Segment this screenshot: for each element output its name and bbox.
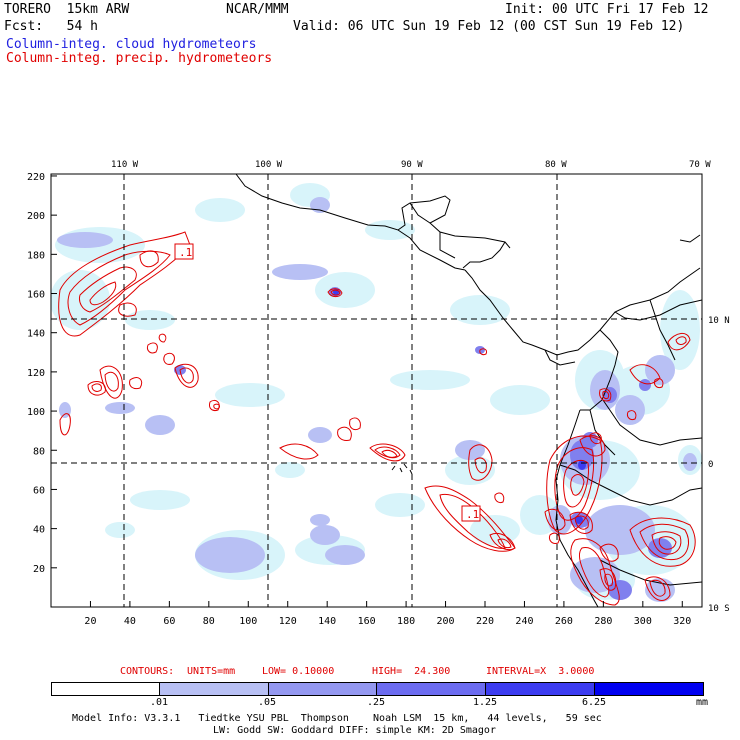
- physics-info: LW: Godd SW: Goddard DIFF: simple KM: 2D…: [213, 725, 496, 736]
- contours-interval: INTERVAL=X 3.0000: [486, 666, 595, 677]
- lon-label: 110 W: [111, 160, 139, 170]
- axis-ticks: [51, 175, 683, 607]
- precip-contours: [58, 231, 696, 606]
- legend-level: .05: [257, 697, 277, 708]
- x-tick-label: 60: [163, 616, 175, 627]
- y-tick-label: 200: [27, 211, 45, 222]
- legend-swatch: [486, 683, 596, 695]
- precip-field-title: Column-integ. precip. hydrometeors: [6, 51, 273, 66]
- latlon-grid: [51, 174, 702, 607]
- legend-level: 1.25: [472, 697, 498, 708]
- y-tick-label: 100: [27, 407, 45, 418]
- y-tick-label: 40: [33, 525, 45, 536]
- x-tick-label: 40: [124, 616, 136, 627]
- lat-label: 10 N: [708, 316, 730, 326]
- y-tick-label: 20: [33, 564, 45, 575]
- y-tick-label: 140: [27, 329, 45, 340]
- contour-label-1: .1: [174, 243, 194, 260]
- cloud-shading: [51, 183, 702, 602]
- contours-high: HIGH= 24.300: [372, 666, 451, 677]
- x-tick-label: 280: [594, 616, 612, 627]
- x-tick-label: 260: [555, 616, 573, 627]
- lon-label: 70 W: [689, 160, 711, 170]
- y-tick-label: 160: [27, 290, 45, 301]
- legend-swatch: [377, 683, 487, 695]
- lon-label: 100 W: [255, 160, 283, 170]
- x-tick-label: 20: [84, 616, 96, 627]
- lon-label: 80 W: [545, 160, 567, 170]
- lon-label: 90 W: [401, 160, 423, 170]
- forecast-hour-label: Fcst: 54 h: [4, 19, 98, 34]
- map-frame: [50, 173, 703, 608]
- cloud-field-title: Column-integ. cloud hydrometeors: [6, 37, 257, 52]
- lat-label: 0: [708, 460, 713, 470]
- legend-swatch: [159, 683, 269, 695]
- x-tick-label: 220: [476, 616, 494, 627]
- y-tick-label: 180: [27, 250, 45, 261]
- x-tick-label: 160: [358, 616, 376, 627]
- legend-level: .25: [366, 697, 386, 708]
- legend-swatch: [268, 683, 378, 695]
- legend-level: 6.25: [581, 697, 607, 708]
- contours-caption: CONTOURS:: [120, 666, 175, 677]
- contours-low: LOW= 0.10000: [262, 666, 335, 677]
- x-tick-label: 200: [437, 616, 455, 627]
- y-tick-label: 60: [33, 485, 45, 496]
- svg-text:.1: .1: [179, 246, 192, 259]
- contour-label-2: .1: [461, 505, 481, 522]
- center-label: NCAR/MMM: [226, 2, 289, 17]
- contours-units: UNITS=mm: [187, 666, 236, 677]
- x-tick-label: 80: [203, 616, 215, 627]
- y-tick-label: 120: [27, 368, 45, 379]
- legend-level: .01: [149, 697, 169, 708]
- valid-time-label: Valid: 06 UTC Sun 19 Feb 12 (00 CST Sun …: [293, 19, 685, 34]
- lat-label: 10 S: [708, 604, 730, 614]
- legend-swatch: [52, 683, 160, 695]
- svg-text:.1: .1: [466, 508, 479, 521]
- x-tick-label: 300: [634, 616, 652, 627]
- model-info: Model Info: V3.3.1 Tiedtke YSU PBL Thomp…: [72, 713, 602, 724]
- color-legend: [51, 682, 704, 696]
- y-tick-label: 80: [33, 446, 45, 457]
- x-tick-label: 100: [239, 616, 257, 627]
- x-tick-label: 120: [279, 616, 297, 627]
- x-tick-label: 180: [397, 616, 415, 627]
- init-label: Init: 00 UTC Fri 17 Feb 12: [505, 2, 709, 17]
- legend-units: mm: [695, 697, 709, 708]
- x-tick-label: 140: [318, 616, 336, 627]
- legend-swatch: [595, 683, 703, 695]
- x-tick-label: 240: [515, 616, 533, 627]
- y-tick-label: 220: [27, 172, 45, 183]
- coastlines: [235, 174, 702, 607]
- model-label: TORERO 15km ARW: [4, 2, 130, 17]
- x-tick-label: 320: [673, 616, 691, 627]
